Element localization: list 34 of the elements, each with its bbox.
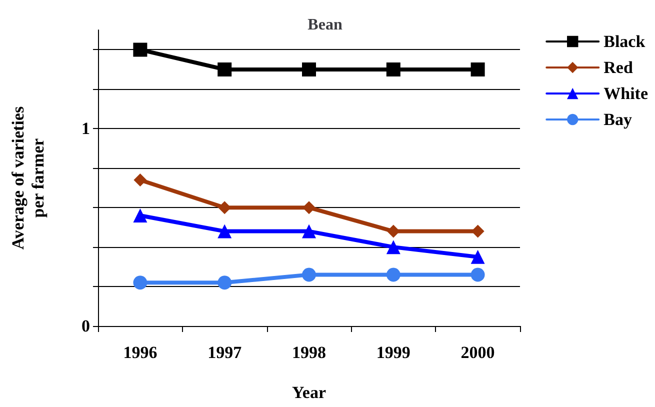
point: [218, 62, 232, 76]
point: [218, 276, 232, 290]
x-tick-label: 1998: [292, 343, 326, 362]
point: [302, 201, 316, 214]
legend-label: Bay: [604, 110, 632, 129]
chart-title: Bean: [308, 16, 342, 34]
point: [386, 268, 400, 282]
point: [133, 276, 148, 290]
y-axis-title: Average of varieties per farmer: [8, 106, 48, 250]
point: [386, 224, 400, 238]
x-axis-title: Year: [292, 383, 326, 402]
point: [218, 224, 232, 238]
point: [470, 250, 485, 264]
point: [133, 208, 148, 222]
x-tick-label: 1997: [208, 343, 242, 362]
point: [302, 224, 316, 238]
point: [471, 224, 484, 238]
point: [218, 201, 232, 214]
legend-label: Red: [604, 58, 634, 77]
point: [134, 173, 147, 186]
y-tick-label: 1: [82, 119, 90, 138]
y-tick-label: 0: [82, 316, 90, 336]
x-tick-label: 2000: [460, 343, 495, 362]
point: [470, 62, 485, 76]
point: [386, 62, 400, 76]
x-tick-label: 1996: [123, 343, 158, 362]
legend-label: Black: [604, 32, 646, 51]
point: [302, 62, 316, 76]
x-tick-label: 1999: [376, 343, 410, 362]
point: [133, 42, 148, 57]
legend-label: White: [604, 84, 648, 103]
point: [386, 240, 400, 254]
point: [302, 268, 316, 282]
point: [470, 268, 485, 282]
